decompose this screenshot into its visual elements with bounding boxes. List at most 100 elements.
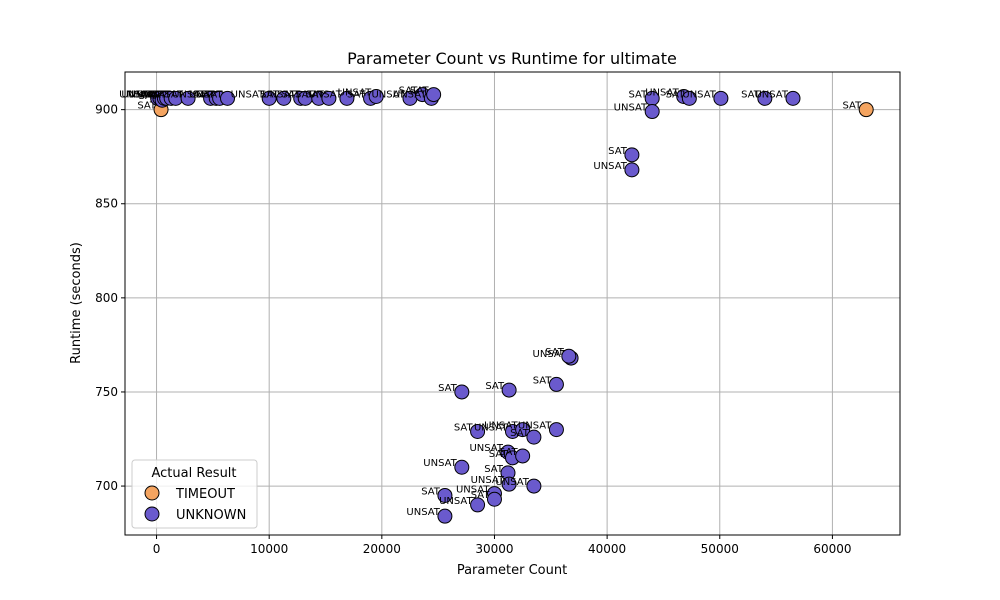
data-point-label: UNSAT: [456, 485, 490, 496]
data-point-label: UNSAT: [682, 89, 716, 100]
data-point-label: SAT: [399, 86, 419, 97]
data-point-label: UNSAT: [439, 496, 473, 507]
x-tick-label: 40000: [588, 542, 626, 556]
data-point-unknown: [757, 90, 773, 106]
x-tick-label: 60000: [813, 542, 851, 556]
data-point-label: UNSAT: [172, 89, 206, 100]
y-tick-label: 750: [95, 385, 118, 399]
data-point-unknown: [785, 90, 801, 106]
legend-title: Actual Result: [151, 466, 236, 481]
data-point-label: SAT: [164, 89, 184, 100]
data-point-label: UNSAT: [231, 89, 265, 100]
data-point-unknown: [180, 90, 196, 106]
data-point-label: UNSAT: [484, 421, 518, 432]
data-point-unknown: [261, 90, 277, 106]
y-tick-label: 850: [95, 197, 118, 211]
data-point-label: SAT: [454, 422, 474, 433]
x-tick-label: 20000: [363, 542, 401, 556]
data-point-label: SAT: [438, 383, 458, 394]
data-point-label: SAT: [421, 486, 441, 497]
data-point-unknown: [470, 423, 486, 439]
data-point-label: SAT: [533, 375, 553, 386]
data-point-label: SAT: [138, 91, 158, 102]
data-point-label: SAT: [295, 89, 315, 100]
legend-box: [131, 459, 258, 529]
data-point-label: UNSAT: [128, 89, 162, 100]
data-point-unknown: [437, 487, 453, 503]
data-point-label: UNSAT: [469, 443, 503, 454]
data-point-unknown: [220, 90, 236, 106]
data-point-label: UNSAT: [474, 422, 508, 433]
data-point-label: SAT: [196, 89, 216, 100]
data-point-label: SAT: [141, 89, 161, 100]
y-tick-label: 800: [95, 291, 118, 305]
data-point-label: SAT: [741, 89, 761, 100]
data-point-label: SAT: [628, 89, 648, 100]
data-point-label: SAT: [510, 428, 530, 439]
data-point-unknown: [501, 382, 517, 398]
data-point-label: UNSAT: [754, 89, 788, 100]
data-point-label: UNSAT: [338, 87, 372, 98]
legend-marker-timeout: [144, 485, 160, 501]
data-point-unknown: [644, 104, 660, 120]
x-tick-label: 0: [153, 542, 161, 556]
plot-frame: [124, 71, 901, 536]
data-point-unknown: [470, 497, 486, 513]
data-point-label: SAT: [608, 146, 628, 157]
data-point-unknown: [515, 448, 531, 464]
data-point-label: SAT: [260, 89, 280, 100]
data-point-unknown: [548, 376, 564, 392]
data-point-label: UNSAT: [645, 87, 679, 98]
x-axis-label: Parameter Count: [457, 563, 567, 578]
data-point-unknown: [486, 491, 502, 507]
data-point-label: SAT: [471, 490, 491, 501]
data-point-label: UNSAT: [614, 103, 648, 114]
data-points: SAT SATUNSATUNSATSATSATUNSATSATUNSATSATUN…: [119, 86, 874, 524]
data-point-label: SAT: [410, 86, 430, 97]
data-point-label: UNSAT: [393, 89, 427, 100]
data-point-label: SAT: [545, 347, 565, 358]
legend-marker-unknown: [144, 506, 160, 522]
data-point-unknown: [454, 459, 470, 475]
data-point-label: UNSAT: [518, 421, 552, 432]
data-point-label: UNSAT: [406, 507, 440, 518]
data-point-label: SAT: [485, 381, 505, 392]
y-axis-ticks: 700 750 800 850 900: [95, 103, 125, 493]
data-point-label: SAT: [484, 464, 504, 475]
data-point-unknown: [713, 90, 729, 106]
legend: Actual Result TIMEOUT UNKNOWN: [131, 459, 258, 529]
data-point-unknown: [426, 87, 442, 103]
data-point-label: UNSAT: [423, 458, 457, 469]
data-point-label: SAT: [842, 101, 862, 112]
data-point-label: UNSAT: [119, 89, 153, 100]
data-point-label: SAT: [137, 101, 157, 112]
data-point-label: UNSAT: [189, 89, 223, 100]
x-tick-label: 10000: [250, 542, 288, 556]
data-point-label: SAT: [147, 89, 167, 100]
data-point-unknown: [526, 478, 542, 494]
data-point-label: SAT: [489, 449, 509, 460]
data-point-label: SAT: [305, 89, 325, 100]
data-point-label: UNSAT: [533, 349, 567, 360]
data-point-unknown: [624, 147, 640, 163]
legend-label-unknown: UNKNOWN: [176, 508, 246, 523]
data-point-label: UNSAT: [121, 89, 155, 100]
y-axis-label: Runtime (seconds): [69, 242, 84, 364]
data-point-label: SAT: [666, 89, 686, 100]
data-point-unknown: [526, 429, 542, 445]
data-point-unknown: [681, 90, 697, 106]
data-point-unknown: [548, 422, 564, 438]
data-point-timeout: [858, 102, 874, 118]
data-point-label: UNSAT: [471, 475, 505, 486]
data-point-unknown: [624, 162, 640, 178]
data-point-label: SAT: [499, 447, 519, 458]
data-point-unknown: [321, 90, 337, 106]
data-point-label: UNSAT: [308, 89, 342, 100]
chart-title: Parameter Count vs Runtime for ultimate: [347, 49, 677, 68]
data-point-unknown: [276, 90, 292, 106]
data-point-label: SAT: [193, 89, 213, 100]
data-point-label: UNSAT: [262, 89, 296, 100]
x-tick-label: 30000: [475, 542, 513, 556]
data-point-unknown: [561, 348, 577, 364]
data-point-label: UNSAT: [137, 89, 171, 100]
